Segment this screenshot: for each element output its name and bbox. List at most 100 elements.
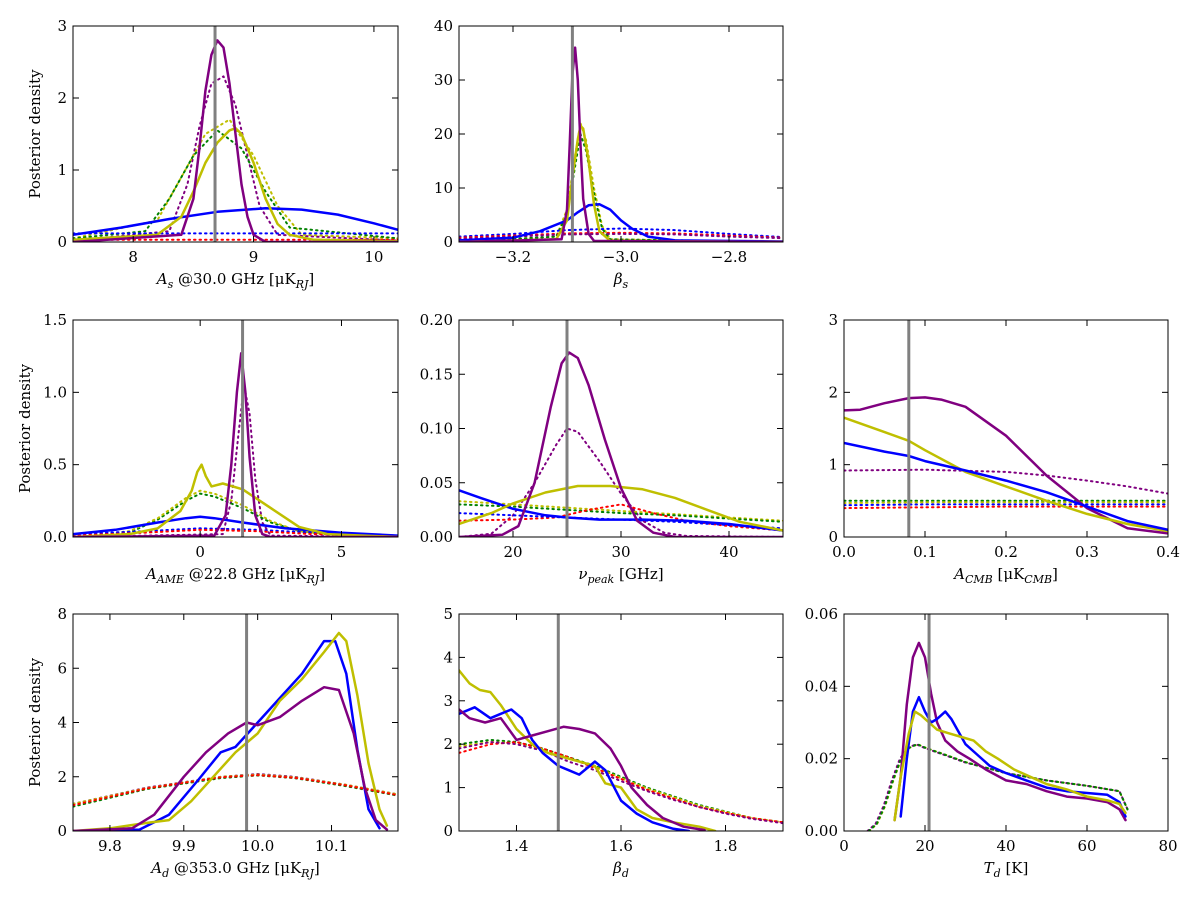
series-yellow-dotted: [73, 489, 398, 537]
x-tick-label: 9: [249, 248, 259, 266]
series-red-dotted: [844, 505, 1168, 510]
series-purple-dotted: [73, 773, 398, 805]
series-red-dotted: [459, 741, 783, 824]
x-tick-label: 60: [1077, 837, 1096, 855]
panel-Ad: 9.8 9.9 10.0 10.1 0 2 4 6 8 Ad @353.0 GHz [μKRJ] P…: [26, 605, 399, 880]
series-yellow-solid: [459, 669, 717, 831]
x-tick-label: 40: [996, 837, 1015, 855]
series-red-dotted: [73, 774, 398, 807]
y-tick-label: 2: [443, 735, 453, 753]
x-axis-label: νpeak [GHz]: [578, 565, 663, 586]
series-group: [459, 26, 783, 242]
series-yellow-dotted: [459, 741, 783, 824]
series-yellow-solid: [844, 416, 1168, 533]
series-purple-solid: [459, 46, 783, 242]
x-tick-label: 40: [719, 543, 738, 561]
y-tick-label: 1: [443, 779, 453, 797]
y-tick-label: 0: [57, 822, 67, 840]
x-tick-label: 80: [1158, 837, 1177, 855]
series-yellow-dotted: [73, 118, 398, 240]
series-blue-solid: [899, 695, 1127, 818]
x-axis-label: βs: [613, 270, 629, 291]
y-tick-label: 6: [57, 659, 67, 677]
series-purple-solid: [73, 352, 398, 537]
x-tick-label: 0: [195, 543, 205, 561]
x-tick-label: 10.1: [315, 837, 348, 855]
x-tick-label: 8: [128, 248, 138, 266]
series-yellow-dotted: [459, 500, 783, 522]
y-tick-label: 0: [443, 233, 453, 251]
x-axis-label: As @30.0 GHz [μKRJ]: [155, 270, 315, 291]
x-tick-label: −3.0: [603, 248, 639, 266]
series-green-dotted: [73, 492, 398, 537]
series-group: [73, 320, 398, 537]
series-blue-solid: [459, 202, 783, 242]
y-tick-label: 0.10: [420, 420, 453, 438]
x-tick-label: 5: [337, 543, 347, 561]
x-tick-label: 10: [364, 248, 383, 266]
panel-betad: 1.4 1.6 1.8 0 1 2 3 4 5 βd: [443, 605, 784, 880]
x-tick-label: 0.0: [832, 543, 856, 561]
y-tick-label: 20: [434, 125, 453, 143]
series-blue-dotted: [844, 503, 1168, 507]
series-purple-solid: [73, 39, 398, 242]
series-group: [73, 614, 398, 831]
x-tick-label: −2.8: [711, 248, 747, 266]
series-green-dotted: [73, 774, 398, 808]
y-tick-label: 0.05: [420, 474, 453, 492]
x-tick-label: −3.2: [495, 248, 531, 266]
series-purple-solid: [73, 685, 389, 831]
y-tick-label: 10: [434, 179, 453, 197]
y-tick-label: 0.06: [805, 605, 838, 623]
y-tick-label: 30: [434, 71, 453, 89]
y-tick-label: 1: [828, 456, 838, 474]
y-tick-label: 0: [57, 233, 67, 251]
series-blue-solid: [844, 441, 1168, 532]
series-blue-solid: [73, 206, 398, 237]
axes-frame: [843, 613, 1169, 832]
y-tick-label: 5: [443, 605, 453, 623]
y-tick-label: 2: [828, 383, 838, 401]
series-yellow-dotted: [844, 501, 1168, 504]
axes-frame: [72, 25, 399, 243]
y-tick-label: 2: [57, 89, 67, 107]
y-tick-label: 4: [57, 714, 67, 732]
series-green-dotted: [459, 738, 783, 824]
series-blue-solid: [459, 489, 783, 532]
x-tick-label: 0.1: [913, 543, 937, 561]
x-tick-label: 20: [503, 543, 522, 561]
panel-AAME: 0 5 0.0 0.5 1.0 1.5 AAME @22.8 GHz [μKRJ] Poste…: [16, 311, 399, 586]
series-yellow-solid: [73, 631, 389, 831]
panel-nupeak: 20 30 40 0.00 0.05 0.10 0.15 0.20 νpeak [GHz]: [420, 311, 784, 586]
series-yellow-dotted: [459, 122, 783, 242]
series-green-dotted: [867, 743, 1129, 831]
y-tick-label: 3: [828, 311, 838, 329]
x-tick-label: 1.6: [609, 837, 633, 855]
y-tick-label: 1.0: [43, 383, 67, 401]
series-green-dotted: [459, 133, 783, 242]
y-tick-label: 0.15: [420, 365, 453, 383]
panel-Td: 0 20 40 60 80 0.00 0.02 0.04 0.06 Td [K]: [805, 605, 1178, 880]
x-tick-label: 0.4: [1156, 543, 1180, 561]
y-tick-label: 0: [828, 528, 838, 546]
y-tick-label: 1.5: [43, 311, 67, 329]
y-tick-label: 8: [57, 605, 67, 623]
x-tick-label: 0.2: [994, 543, 1018, 561]
x-tick-label: 0.3: [1075, 543, 1099, 561]
series-purple-solid: [459, 708, 706, 831]
y-axis-label: Posterior density: [26, 657, 44, 787]
y-axis-label: Posterior density: [26, 69, 44, 199]
y-tick-label: 0.20: [420, 311, 453, 329]
y-tick-label: 40: [434, 17, 453, 35]
y-tick-label: 0.5: [43, 456, 67, 474]
x-tick-label: 30: [611, 543, 630, 561]
x-tick-label: 10.0: [241, 837, 274, 855]
x-tick-label: 9.9: [172, 837, 196, 855]
axes-frame: [458, 25, 784, 243]
series-purple-dotted: [73, 75, 398, 242]
y-tick-label: 0.04: [805, 677, 838, 695]
y-tick-label: 3: [443, 692, 453, 710]
y-tick-label: 1: [57, 161, 67, 179]
y-tick-label: 0.0: [43, 528, 67, 546]
